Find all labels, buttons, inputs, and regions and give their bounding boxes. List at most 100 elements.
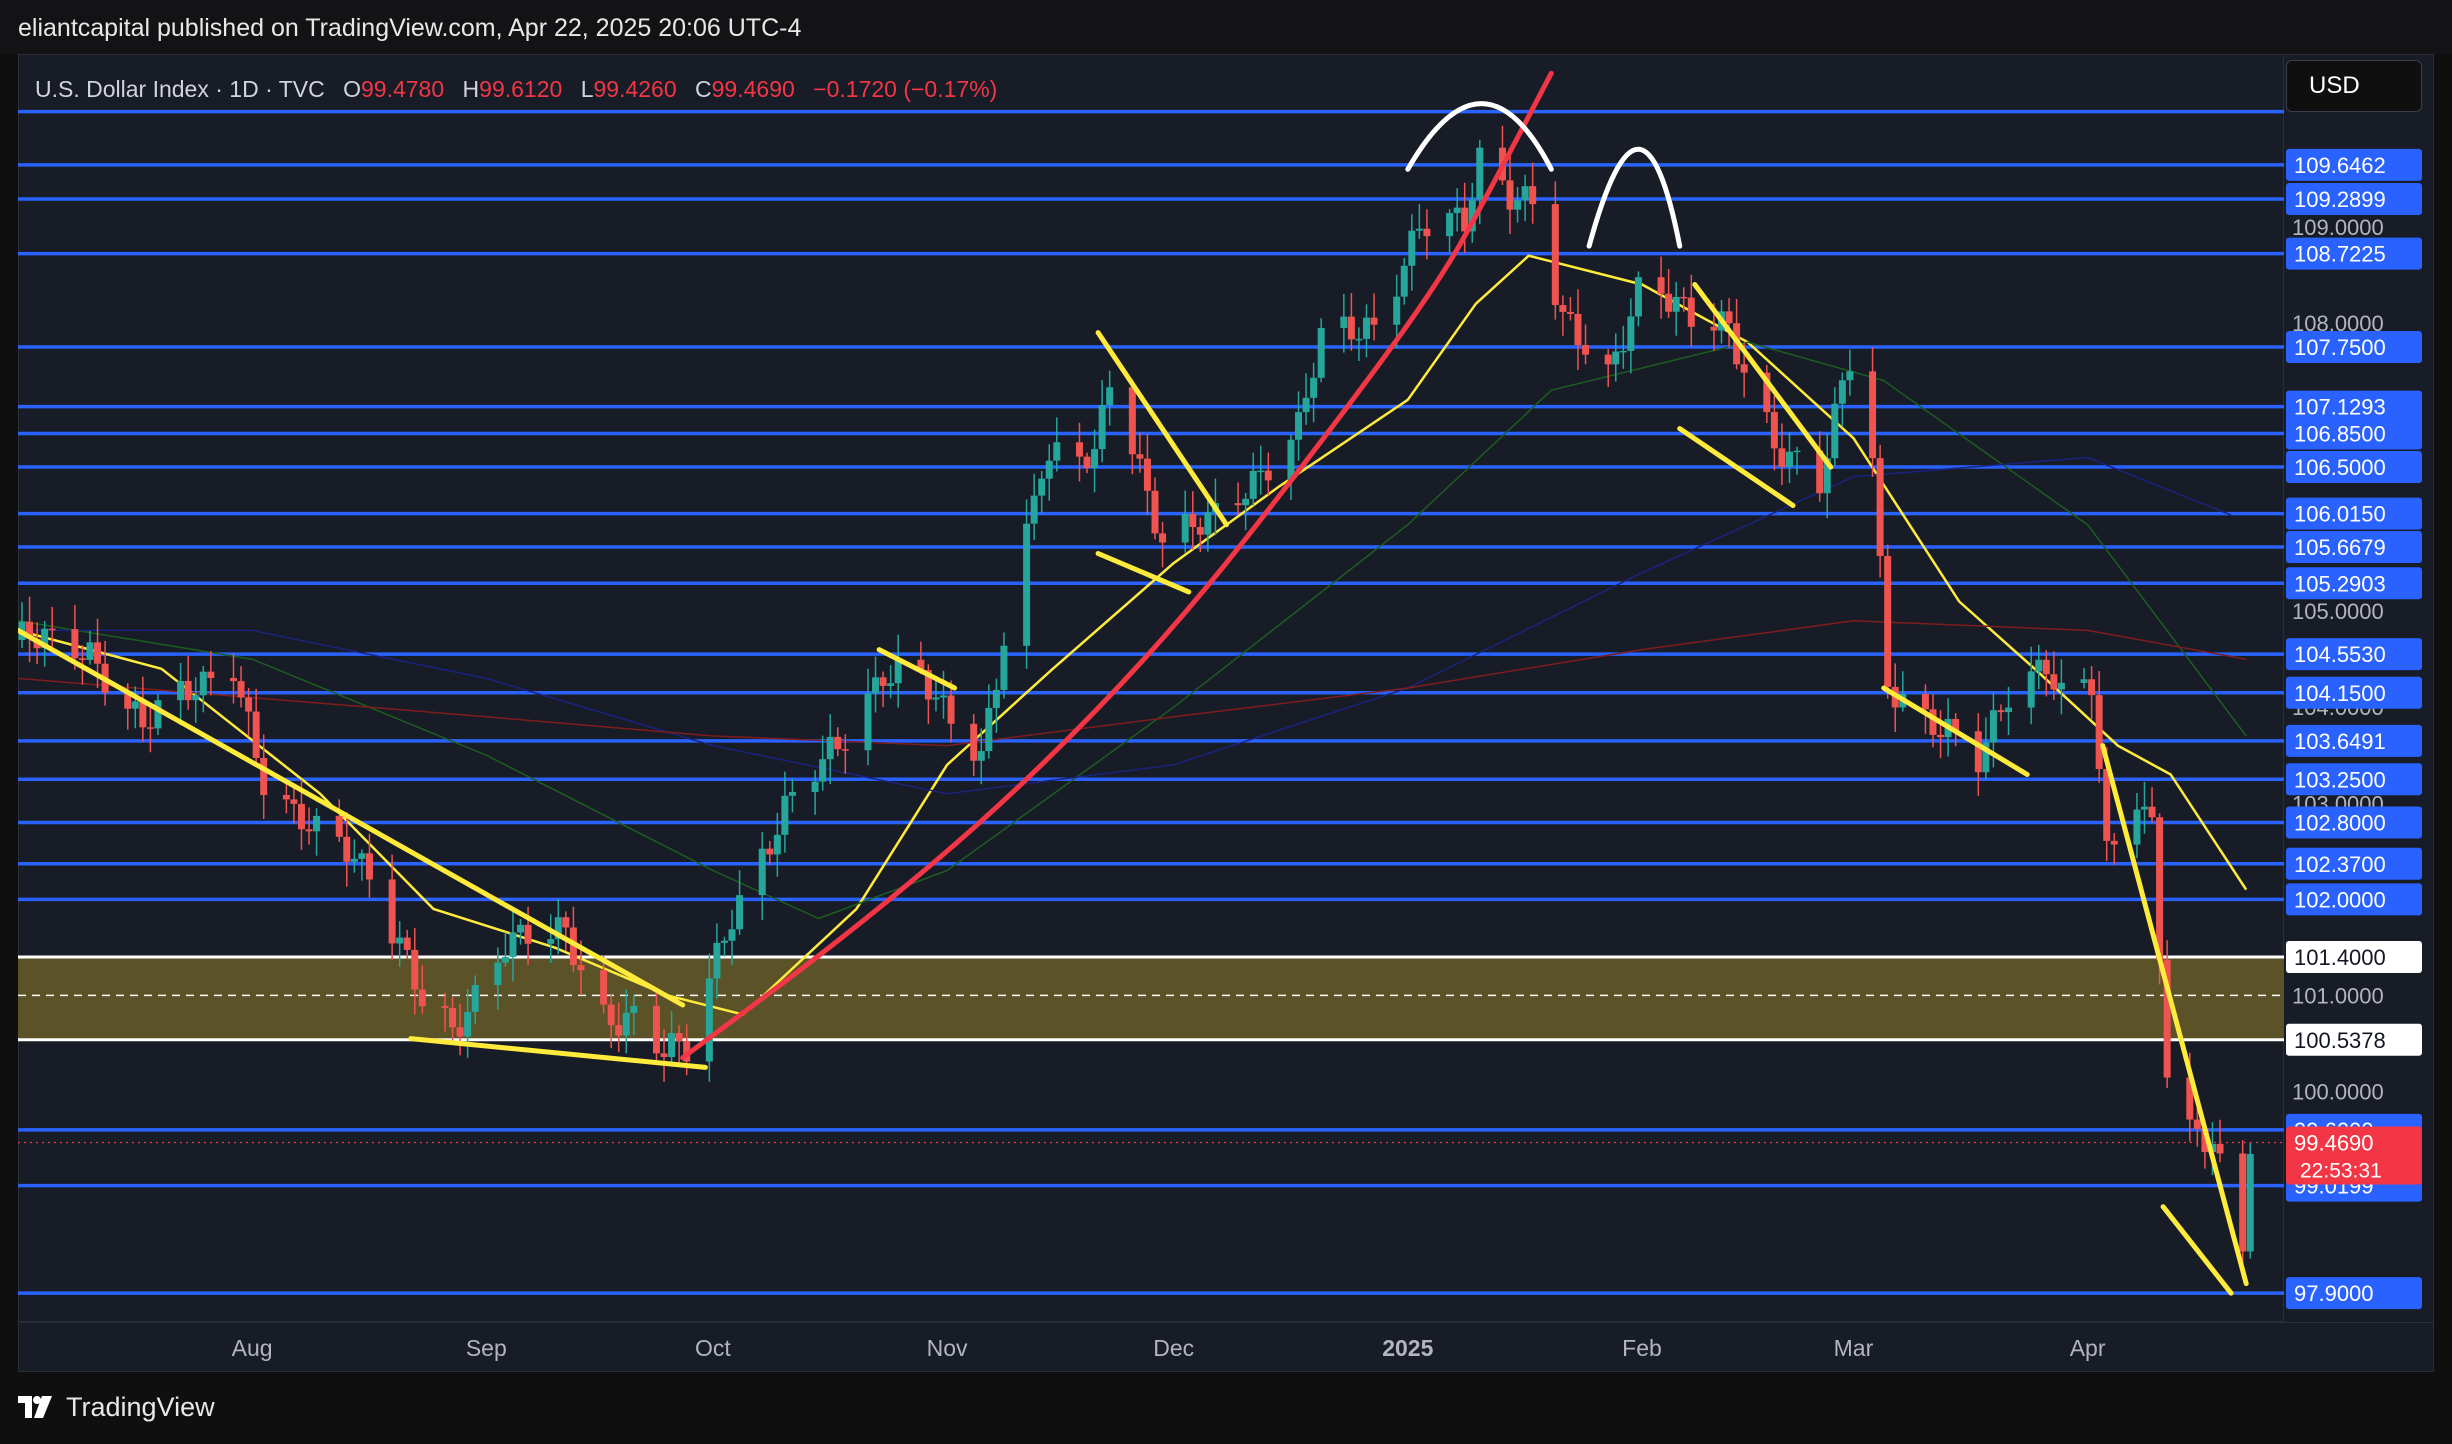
candle-up	[2140, 806, 2148, 810]
level-price-label: 107.1293	[2294, 395, 2386, 420]
candle-up	[1045, 460, 1053, 479]
candle-up	[494, 962, 502, 986]
symbol-legend: U.S. Dollar Index · 1D · TVC O99.4780 H9…	[35, 76, 997, 103]
countdown-label: 22:53:31	[2300, 1159, 2382, 1182]
level-price-label-bg	[2286, 1277, 2422, 1310]
candle-down	[924, 670, 932, 700]
candle-up	[788, 791, 796, 796]
last-price-label: 99.4690	[2294, 1130, 2374, 1155]
candle-up	[2005, 707, 2013, 713]
candle-up	[192, 695, 200, 701]
price-tick-label: 105.0000	[2292, 599, 2384, 624]
candle-down	[577, 965, 585, 971]
candle-up	[517, 924, 525, 933]
yellow-trendline	[2100, 743, 2249, 1287]
candle-down	[1921, 694, 1929, 710]
candle-up	[471, 985, 479, 1012]
footer-brand-text: TradingView	[66, 1391, 215, 1422]
candle-down	[245, 697, 253, 712]
candle-up	[713, 942, 721, 979]
candle-up	[894, 659, 902, 684]
support-zone	[18, 956, 2284, 1040]
legend-high-value: 99.6120	[479, 76, 563, 102]
yellow-trendline	[876, 647, 958, 691]
candle-up	[1000, 645, 1008, 690]
candle-down	[1143, 458, 1151, 491]
candle-up	[1619, 350, 1627, 353]
candle-up	[1106, 387, 1114, 406]
candle-down	[683, 1040, 691, 1062]
candle-up	[1627, 316, 1635, 351]
level-price-label: 105.2903	[2294, 571, 2386, 596]
candle-up	[940, 695, 948, 698]
candle-up	[1846, 371, 1854, 381]
candle-down	[1196, 527, 1204, 535]
level-price-label: 103.2500	[2294, 767, 2386, 792]
candle-down	[524, 924, 532, 944]
candle-down	[2201, 1128, 2209, 1153]
candle-down	[441, 1006, 449, 1009]
candle-down	[2088, 679, 2096, 696]
candle-down	[1136, 454, 1144, 459]
candle-down	[1551, 204, 1559, 306]
candle-down	[124, 692, 132, 709]
candle-up	[396, 937, 404, 944]
moving-average-line	[18, 341, 2247, 920]
candle-up	[826, 736, 834, 760]
level-price-label: 104.1500	[2294, 681, 2386, 706]
candle-down	[615, 1025, 623, 1036]
candle-down	[652, 1005, 660, 1054]
candle-up	[781, 795, 789, 835]
candle-up	[1355, 338, 1363, 341]
candle-up	[1521, 186, 1529, 201]
candle-down	[290, 799, 298, 804]
candle-up	[554, 917, 562, 940]
candle-up	[1514, 200, 1522, 210]
time-tick-label: 2025	[1382, 1335, 1433, 1361]
level-price-label: 104.5530	[2294, 642, 2386, 667]
candle-down	[2148, 806, 2156, 818]
level-price-label: 105.6679	[2294, 535, 2386, 560]
candle-down	[947, 695, 955, 724]
candle-up	[705, 978, 713, 1062]
candle-up	[622, 1012, 630, 1036]
candle-down	[1974, 731, 1982, 773]
candle-up	[1030, 495, 1038, 524]
candle-up	[819, 759, 827, 782]
legend-change: −0.1720 (−0.17%)	[813, 76, 998, 102]
zone-top-price-label-bg	[2286, 940, 2422, 973]
candle-down	[879, 677, 887, 686]
candle-up	[932, 697, 940, 700]
candle-up	[728, 929, 736, 941]
candle-down	[449, 1008, 457, 1028]
candle-up	[1446, 213, 1454, 237]
candle-down	[1574, 313, 1582, 346]
candle-down	[2193, 1119, 2201, 1129]
chart-plot-area[interactable]	[18, 54, 2284, 1322]
level-price-label-bg	[2286, 567, 2422, 600]
time-tick-label: Mar	[1834, 1335, 1874, 1361]
candle-down	[2103, 769, 2111, 841]
yellow-trendline	[2160, 1204, 2234, 1296]
level-price-label-bg	[2286, 724, 2422, 757]
candle-down	[388, 879, 396, 944]
currency-selector-button[interactable]: USD	[2286, 60, 2422, 112]
time-tick-label: Sep	[466, 1335, 507, 1361]
level-price-label-bg	[2286, 638, 2422, 671]
candle-down	[78, 658, 86, 660]
candle-up	[736, 895, 744, 930]
tradingview-footer: TradingView	[18, 1385, 215, 1429]
level-price-label-bg	[2286, 883, 2422, 916]
candle-down	[282, 795, 290, 800]
level-price-label: 102.8000	[2294, 810, 2386, 835]
moving-average-line	[18, 620, 2247, 747]
candle-up	[131, 701, 139, 709]
candle-up	[1287, 439, 1295, 481]
candle-up	[720, 940, 728, 943]
candle-up	[1098, 405, 1106, 450]
candle-down	[841, 749, 849, 751]
level-price-label: 102.0000	[2294, 887, 2386, 912]
time-tick-label: Apr	[2070, 1335, 2106, 1361]
time-scale[interactable]	[18, 1322, 2434, 1372]
